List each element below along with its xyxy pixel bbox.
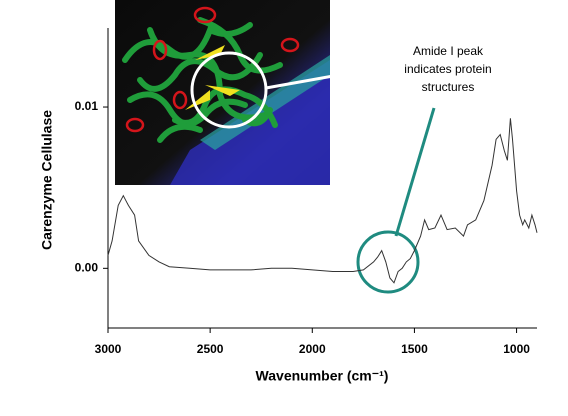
x-tick-label: 2500 bbox=[197, 342, 224, 356]
spectrum-line bbox=[107, 118, 538, 284]
y-tick-label: 0.01 bbox=[75, 99, 99, 113]
y-axis-label: Carenzyme Cellulase bbox=[39, 110, 55, 250]
callout-line bbox=[394, 107, 436, 237]
x-tick-label: 3000 bbox=[95, 342, 122, 356]
annotation-text: indicates protein bbox=[404, 62, 491, 76]
callout-line bbox=[265, 62, 401, 90]
x-tick-label: 2000 bbox=[299, 342, 326, 356]
annotation-text: structures bbox=[422, 80, 475, 94]
x-axis-label: Wavenumber (cm⁻¹) bbox=[256, 368, 389, 384]
annotation-text: Amide I peak bbox=[413, 44, 484, 58]
annotation: Amide I peak indicates protein structure… bbox=[265, 44, 492, 294]
y-tick-label: 0.00 bbox=[75, 260, 99, 274]
callout-circle bbox=[356, 230, 420, 294]
x-tick-label: 1500 bbox=[401, 342, 428, 356]
x-tick-label: 1000 bbox=[503, 342, 530, 356]
inset-image bbox=[115, 0, 330, 185]
